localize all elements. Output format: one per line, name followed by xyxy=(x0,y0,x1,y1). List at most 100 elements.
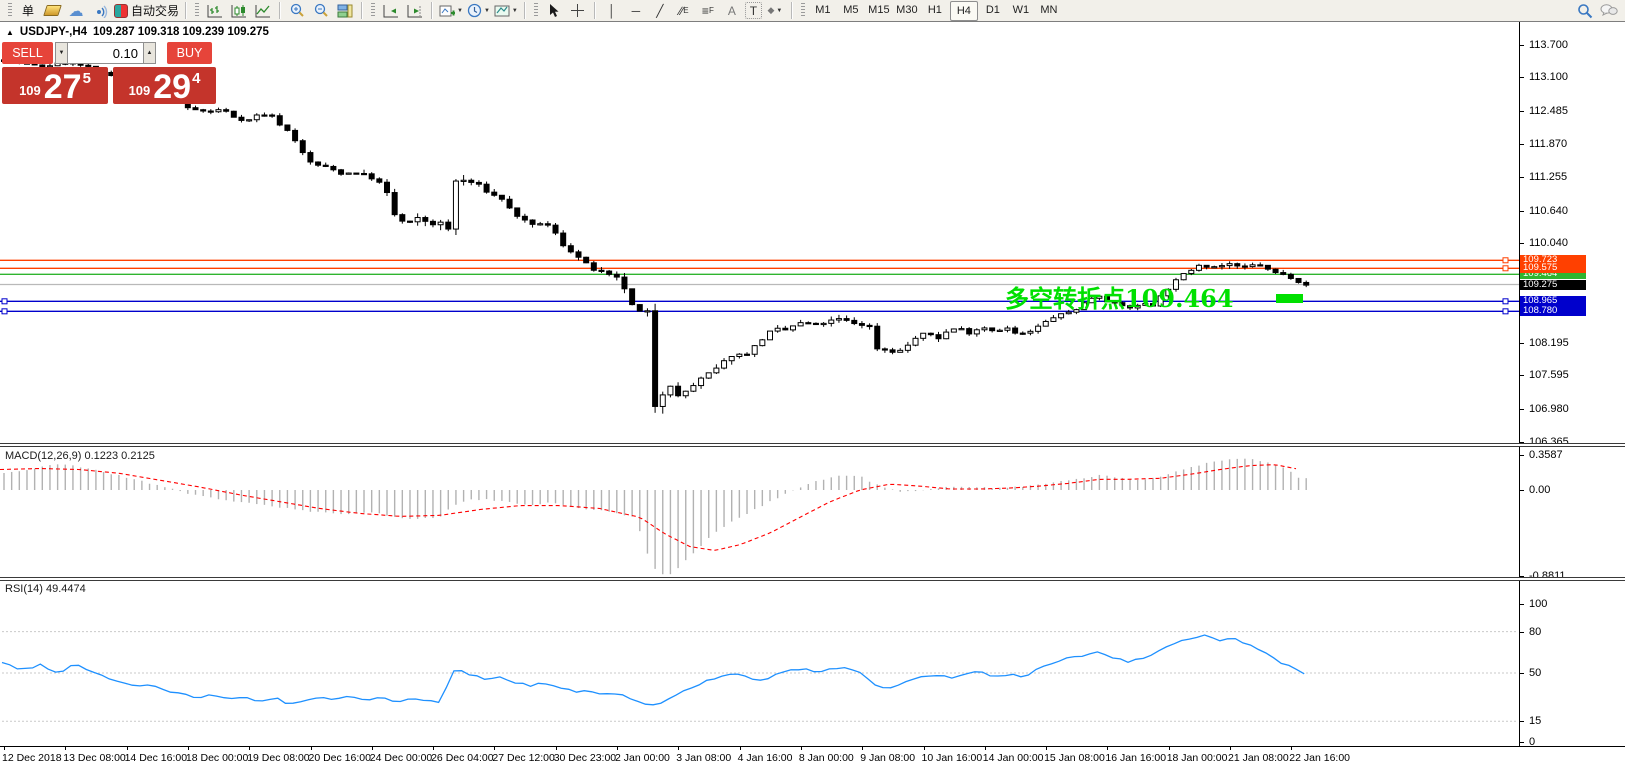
axis-tick xyxy=(1520,375,1524,377)
price-tick-label: 113.100 xyxy=(1529,71,1568,84)
candlestick-mode-button[interactable] xyxy=(228,0,250,21)
line-handle[interactable] xyxy=(1502,298,1509,305)
period-clock-button[interactable]: ▼ xyxy=(466,0,491,21)
timeframe-button-w1[interactable]: W1 xyxy=(1012,3,1030,16)
time-tick xyxy=(1046,747,1048,750)
macd-signal-line xyxy=(0,464,1297,551)
candle xyxy=(843,318,850,321)
trendline-tool[interactable]: ╱ xyxy=(656,3,664,18)
toolbar-grip[interactable] xyxy=(8,3,12,18)
pane-splitter-rsi[interactable] xyxy=(0,577,1625,581)
candle xyxy=(705,372,712,379)
buy-price-button[interactable]: 109 29 4 xyxy=(113,67,216,104)
timeframe-button-m1[interactable]: M1 xyxy=(815,3,831,16)
line-handle[interactable] xyxy=(1502,308,1509,315)
timeframe-button-h1[interactable]: H1 xyxy=(927,3,942,16)
candle xyxy=(1058,313,1065,319)
vertical-line-tool[interactable]: │ xyxy=(608,3,616,18)
chart-profile-button[interactable]: ▼ xyxy=(493,0,519,21)
time-tick xyxy=(923,747,925,750)
time-tick xyxy=(4,747,5,750)
price-axis[interactable]: 113.700 113.100 112.485 111.870 111.255 110.6… xyxy=(1519,22,1625,748)
toolbar-grip[interactable] xyxy=(800,3,805,18)
toolbar-grip[interactable] xyxy=(533,3,538,18)
pivot-annotation-text[interactable]: 多空转折点109.464 xyxy=(1005,284,1234,313)
timeframe-button-m15[interactable]: M15 xyxy=(868,3,890,16)
candle xyxy=(858,323,865,326)
candle xyxy=(973,329,980,335)
volume-input[interactable] xyxy=(68,42,143,64)
rsi-tick-label: 15 xyxy=(1529,715,1542,728)
line-handle[interactable] xyxy=(1,308,8,315)
candle xyxy=(874,325,881,350)
signals-icon[interactable] xyxy=(89,0,111,21)
autotrade-button[interactable]: 自动交易 xyxy=(113,0,180,21)
text-tool[interactable]: A xyxy=(727,3,736,18)
search-icon[interactable] xyxy=(1574,0,1596,21)
sell-price-button[interactable]: 109 27 5 xyxy=(2,67,108,104)
toolbar-grip[interactable] xyxy=(195,3,200,18)
auto-scroll-button[interactable] xyxy=(380,0,402,21)
collapse-panel-icon[interactable]: ▲ xyxy=(6,27,14,37)
candle xyxy=(889,349,896,353)
line-handle[interactable] xyxy=(1,298,8,305)
new-order-button[interactable]: 单 xyxy=(21,4,34,18)
timeframe-button-m30[interactable]: M30 xyxy=(896,3,918,16)
candle xyxy=(483,183,490,193)
time-tick xyxy=(126,747,128,750)
volume-increase-button[interactable]: ▲ xyxy=(143,42,156,64)
axis-tick xyxy=(1520,210,1524,212)
axis-tick xyxy=(1520,45,1524,46)
time-tick xyxy=(739,747,741,750)
time-tick xyxy=(310,747,312,750)
candle xyxy=(1127,305,1134,309)
time-axis[interactable]: 12 Dec 2018 13 Dec 08:00 14 Dec 16:00 18 De… xyxy=(0,746,1625,768)
bar-chart-mode-button[interactable] xyxy=(204,0,226,21)
line-chart-mode-button[interactable] xyxy=(252,0,274,21)
line-handle[interactable] xyxy=(1502,257,1509,264)
zoom-in-button[interactable] xyxy=(286,0,308,21)
gold-bar-icon[interactable] xyxy=(41,0,63,21)
rsi-indicator-pane[interactable] xyxy=(0,581,1519,746)
timeframe-button-h4[interactable]: H4 xyxy=(949,0,978,21)
candle xyxy=(1065,311,1072,315)
pane-splitter-macd[interactable] xyxy=(0,443,1625,447)
timeframe-button-m5[interactable]: M5 xyxy=(843,3,859,16)
line-handle[interactable] xyxy=(1502,265,1509,272)
cursor-button[interactable] xyxy=(543,0,565,21)
candlestick-chart-pane[interactable]: 多空转折点109.464 xyxy=(0,22,1519,443)
chart-shift-button[interactable] xyxy=(404,0,426,21)
candle xyxy=(422,217,429,222)
time-tick xyxy=(187,747,189,750)
candle xyxy=(736,353,743,358)
axis-tick xyxy=(1520,110,1524,112)
time-tick xyxy=(984,747,986,750)
text-label-tool[interactable]: T xyxy=(744,2,762,19)
buy-button[interactable]: BUY xyxy=(167,42,212,64)
community-cloud-icon[interactable]: ☁ xyxy=(68,2,84,20)
candle xyxy=(1111,301,1118,304)
rectangle-object[interactable] xyxy=(1276,294,1303,303)
equidistant-channel-tool[interactable]: ∕∕ E xyxy=(679,3,689,18)
tile-windows-button[interactable] xyxy=(334,0,356,21)
fibonacci-tool[interactable]: ≡ F xyxy=(701,3,714,18)
candle xyxy=(1234,263,1241,267)
timeframe-button-d1[interactable]: D1 xyxy=(985,3,1000,16)
sell-button[interactable]: SELL xyxy=(2,42,53,64)
time-tick-label: 9 Jan 08:00 xyxy=(860,752,916,764)
macd-indicator-pane[interactable] xyxy=(0,447,1519,577)
new-chart-button[interactable]: ▼ xyxy=(438,0,464,21)
toolbar-grip[interactable] xyxy=(371,3,376,18)
zoom-out-button[interactable] xyxy=(310,0,332,21)
candle xyxy=(881,348,888,351)
candle xyxy=(261,114,268,117)
arrows-tool[interactable]: ◆ ▼ xyxy=(767,5,783,15)
axis-tick xyxy=(1520,177,1524,179)
volume-decrease-button[interactable]: ▼ xyxy=(55,42,68,64)
candle xyxy=(575,251,582,258)
timeframe-button-mn[interactable]: MN xyxy=(1040,3,1058,16)
crosshair-button[interactable] xyxy=(567,0,589,21)
time-tick-label: 4 Jan 16:00 xyxy=(737,752,793,764)
chat-icon[interactable] xyxy=(1598,0,1620,21)
horizontal-line-tool[interactable]: ─ xyxy=(631,3,641,18)
